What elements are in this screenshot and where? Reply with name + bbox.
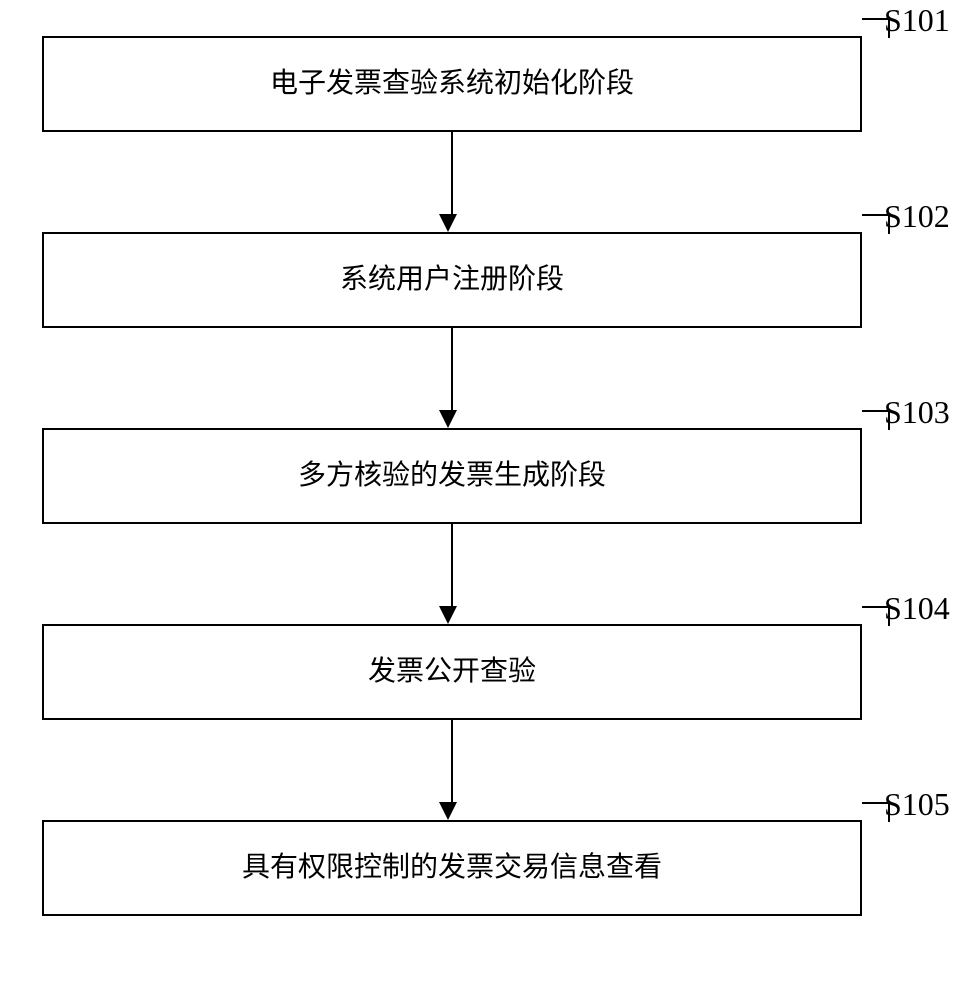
node-text: 发票公开查验 (368, 655, 536, 689)
flowchart-arrow (447, 328, 457, 428)
flowchart-arrow (447, 524, 457, 624)
flowchart-arrow (447, 132, 457, 232)
node-text: 多方核验的发票生成阶段 (298, 459, 606, 493)
node-text: 具有权限控制的发票交易信息查看 (242, 851, 662, 885)
node-label-3: S103 (884, 394, 950, 431)
node-label-1: S101 (884, 2, 950, 39)
flowchart-node-4: 发票公开查验 (42, 624, 862, 720)
node-label-2: S102 (884, 198, 950, 235)
node-text: 系统用户注册阶段 (340, 263, 564, 297)
node-label-4: S104 (884, 590, 950, 627)
flowchart-container: 电子发票查验系统初始化阶段 S101 系统用户注册阶段 S102 多方核验的发票… (0, 0, 967, 1000)
node-text: 电子发票查验系统初始化阶段 (270, 67, 634, 101)
flowchart-node-1: 电子发票查验系统初始化阶段 (42, 36, 862, 132)
flowchart-node-2: 系统用户注册阶段 (42, 232, 862, 328)
flowchart-node-5: 具有权限控制的发票交易信息查看 (42, 820, 862, 916)
flowchart-arrow (447, 720, 457, 820)
node-label-5: S105 (884, 786, 950, 823)
flowchart-node-3: 多方核验的发票生成阶段 (42, 428, 862, 524)
